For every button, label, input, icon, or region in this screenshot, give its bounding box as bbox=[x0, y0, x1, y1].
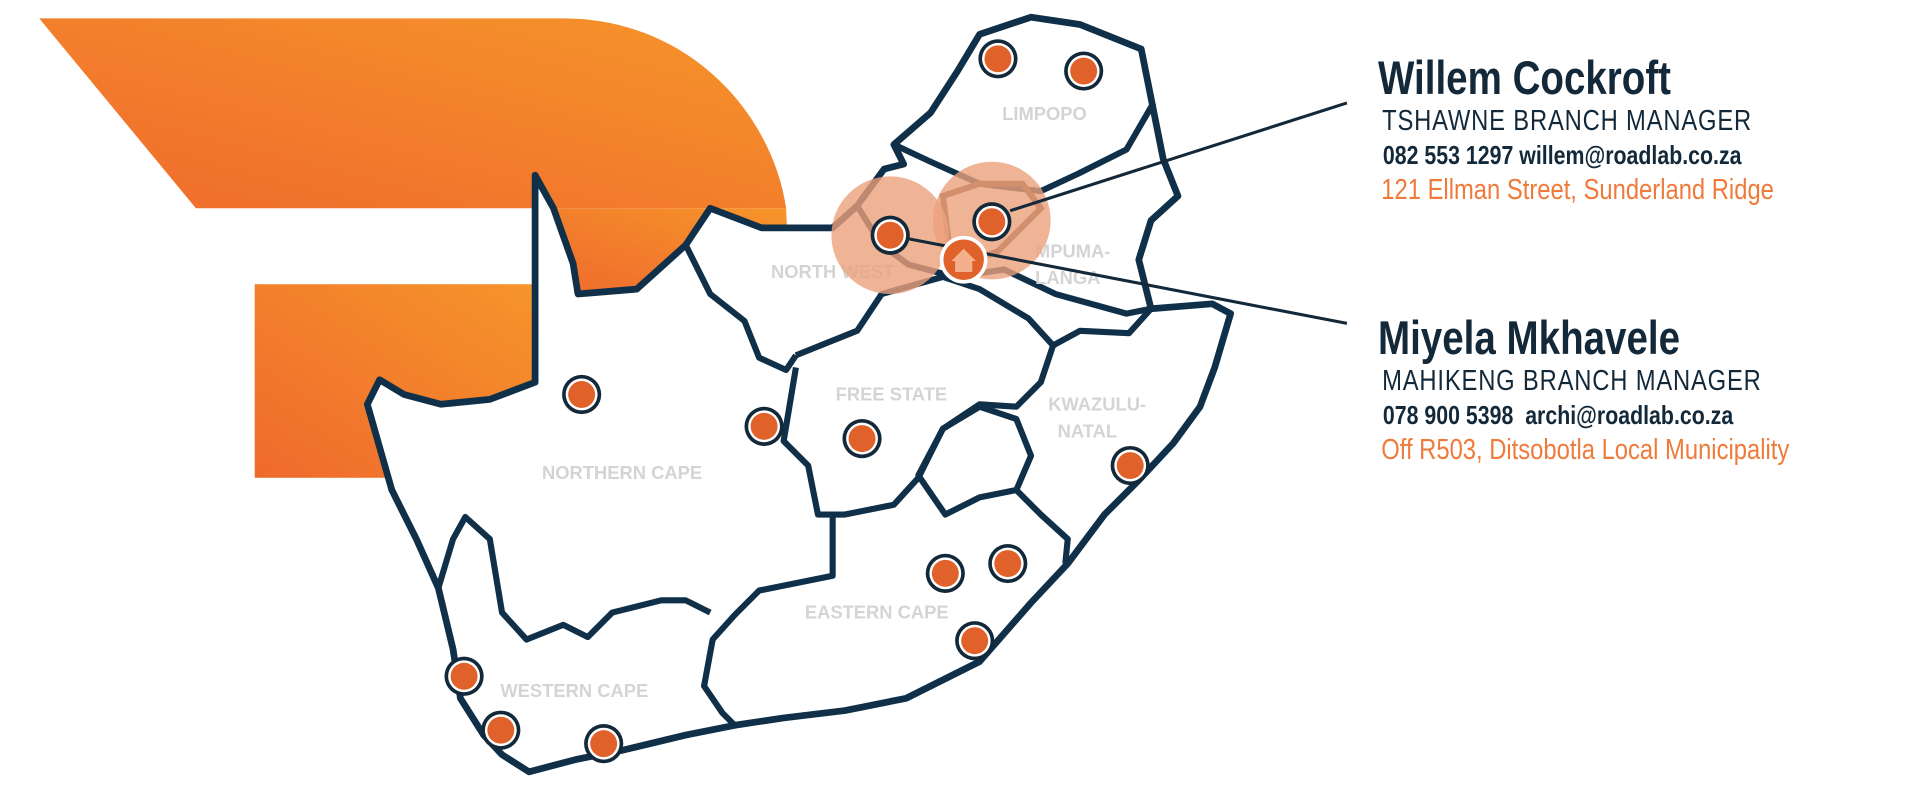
label-kwazulu-2: NATAL bbox=[1058, 420, 1117, 441]
branch-marker[interactable] bbox=[744, 406, 784, 446]
marker-ring bbox=[961, 627, 989, 655]
label-eastern-cape: EASTERN CAPE bbox=[805, 602, 949, 623]
branch-marker[interactable] bbox=[842, 418, 882, 459]
label-western-cape: WESTERN CAPE bbox=[500, 680, 648, 701]
branch-marker[interactable] bbox=[1064, 51, 1104, 91]
contact-phone-email: 082 553 1297 willem@roadlab.co.za bbox=[1383, 138, 1774, 172]
marker-ring bbox=[984, 45, 1012, 73]
label-mpumalanga-1: MPUMA- bbox=[1035, 240, 1110, 261]
branch-markers bbox=[444, 39, 1150, 764]
marker-ring bbox=[1070, 57, 1098, 85]
contact-name: Willem Cockroft bbox=[1378, 51, 1672, 104]
branch-marker[interactable] bbox=[925, 553, 965, 593]
marker-ring bbox=[450, 662, 478, 690]
head-office-marker[interactable] bbox=[939, 235, 988, 284]
marker-ring bbox=[487, 716, 515, 744]
marker-ring bbox=[1116, 452, 1144, 480]
contact-email[interactable]: willem@roadlab.co.za bbox=[1519, 140, 1742, 170]
branch-marker[interactable] bbox=[481, 710, 521, 750]
branch-marker[interactable] bbox=[972, 202, 1012, 242]
contact-phone[interactable]: 082 553 1297 bbox=[1382, 140, 1514, 170]
branch-marker[interactable] bbox=[955, 621, 995, 661]
branch-marker[interactable] bbox=[1110, 445, 1150, 486]
contact-title: MAHIKENG BRANCH MANAGER bbox=[1382, 365, 1762, 397]
branch-marker[interactable] bbox=[988, 543, 1028, 584]
marker-ring bbox=[750, 412, 778, 440]
contact-card-miyela: Miyela Mkhavele MAHIKENG BRANCH MANAGER … bbox=[1378, 312, 1789, 468]
label-northern-cape: NORTHERN CAPE bbox=[542, 462, 702, 483]
contact-phone[interactable]: 078 900 5398 bbox=[1382, 400, 1514, 430]
marker-ring bbox=[568, 381, 596, 408]
marker-ring bbox=[994, 550, 1022, 578]
house-icon bbox=[951, 248, 976, 272]
branch-marker[interactable] bbox=[978, 39, 1018, 79]
branch-marker[interactable] bbox=[584, 724, 624, 764]
label-kwazulu-1: KWAZULU- bbox=[1048, 393, 1146, 414]
branch-marker[interactable] bbox=[562, 374, 602, 415]
marker-ring bbox=[848, 425, 876, 453]
contact-card-willem: Willem Cockroft TSHAWNE BRANCH MANAGER 0… bbox=[1378, 52, 1774, 208]
contact-address: 121 Ellman Street, Sunderland Ridge bbox=[1381, 174, 1774, 206]
marker-ring bbox=[931, 559, 959, 587]
label-free-state: FREE STATE bbox=[836, 384, 948, 405]
branch-marker[interactable] bbox=[870, 215, 910, 255]
contact-title: TSHAWNE BRANCH MANAGER bbox=[1382, 105, 1753, 137]
label-limpopo: LIMPOPO bbox=[1002, 103, 1087, 124]
marker-ring bbox=[590, 730, 618, 758]
contact-email[interactable]: archi@roadlab.co.za bbox=[1525, 400, 1734, 430]
marker-ring bbox=[876, 221, 904, 249]
contact-address: Off R503, Ditsobotla Local Municipality bbox=[1381, 434, 1790, 466]
marker-ring bbox=[978, 208, 1006, 236]
province-borders bbox=[435, 101, 1157, 728]
contact-phone-email: 078 900 5398 archi@roadlab.co.za bbox=[1383, 398, 1789, 432]
contact-name: Miyela Mkhavele bbox=[1378, 311, 1681, 364]
branch-marker[interactable] bbox=[444, 656, 484, 696]
